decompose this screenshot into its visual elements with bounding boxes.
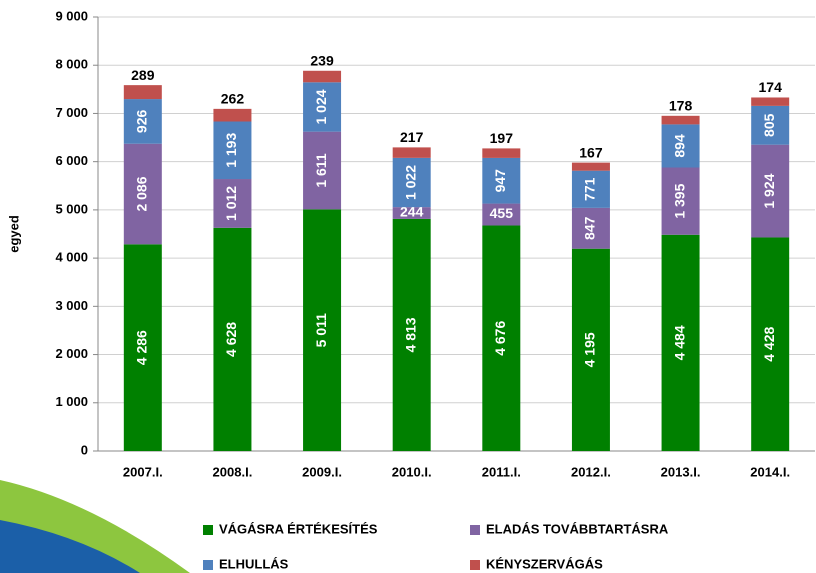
bar-segment (392, 157, 431, 208)
y-tick-label: 0 (81, 442, 88, 457)
data-label: 262 (221, 91, 245, 107)
y-tick-label: 3 000 (55, 298, 88, 313)
legend-swatch (203, 525, 213, 535)
data-label: 4 286 (134, 330, 150, 365)
bar-segment (303, 82, 342, 132)
bar-segment (571, 170, 610, 208)
data-label: 894 (671, 134, 687, 158)
bar-segment (571, 248, 610, 451)
bar-segment (482, 157, 521, 204)
data-label: 4 628 (223, 322, 239, 357)
y-tick-label: 4 000 (55, 250, 88, 265)
legend-label: ELADÁS TOVÁBBTARTÁSRA (486, 521, 669, 536)
bar-segment (392, 207, 431, 219)
bar-segment (661, 234, 700, 451)
bar-segment (123, 143, 162, 245)
y-tick-label: 7 000 (55, 105, 88, 120)
bar-segment (482, 225, 521, 451)
legend-label: KÉNYSZERVÁGÁS (486, 556, 603, 571)
y-tick-label: 8 000 (55, 57, 88, 72)
data-label: 217 (400, 129, 424, 145)
bar-segment (392, 218, 431, 451)
bar-segment (303, 70, 342, 83)
bar-segment (482, 148, 521, 158)
x-tick-label: 2009.I. (302, 464, 342, 479)
bar-segment (123, 85, 162, 100)
bar-segment (661, 167, 700, 235)
legend-swatch (470, 560, 480, 570)
bar-segment (213, 227, 252, 451)
legend-label: VÁGÁSRA ÉRTÉKESÍTÉS (219, 521, 378, 536)
data-label: 947 (492, 169, 508, 193)
bar-segment (392, 147, 431, 158)
data-label: 455 (490, 205, 514, 221)
bar-segment (213, 179, 252, 228)
bar-segment (751, 97, 790, 106)
bar-segment (571, 207, 610, 249)
bar-segment (123, 244, 162, 451)
data-label: 1 395 (671, 183, 687, 218)
bar-segment (213, 108, 252, 122)
data-label: 1 193 (223, 133, 239, 168)
data-label: 197 (490, 130, 514, 146)
data-label: 4 195 (582, 332, 598, 367)
data-label: 1 611 (313, 153, 329, 187)
bar-segment (571, 162, 610, 171)
y-tick-label: 5 000 (55, 201, 88, 216)
bar-segment (751, 144, 790, 238)
x-tick-label: 2011.I. (482, 464, 521, 479)
y-tick-label: 1 000 (55, 394, 88, 409)
x-tick-label: 2012.I. (571, 464, 611, 479)
x-tick-label: 2007.I. (123, 464, 163, 479)
bar-segment (751, 105, 790, 145)
x-tick-label: 2014.I. (750, 464, 790, 479)
legend-swatch (203, 560, 213, 570)
data-label: 1 012 (223, 186, 239, 221)
bar-segment (303, 209, 342, 451)
data-label: 167 (579, 144, 603, 160)
data-label: 1 022 (402, 165, 418, 200)
y-tick-label: 6 000 (55, 153, 88, 168)
data-label: 5 011 (313, 313, 329, 347)
data-label: 244 (400, 204, 424, 220)
data-label: 174 (759, 79, 783, 95)
data-label: 4 428 (761, 327, 777, 362)
data-label: 239 (310, 52, 334, 68)
data-label: 4 484 (671, 325, 687, 360)
data-label: 847 (582, 216, 598, 240)
decor-swoosh (0, 520, 140, 573)
data-label: 926 (134, 110, 150, 134)
data-label: 1 024 (313, 89, 329, 124)
legend-label: ELHULLÁS (219, 556, 289, 571)
x-tick-label: 2010.I. (392, 464, 432, 479)
bar-segment (123, 99, 162, 144)
data-label: 4 676 (492, 321, 508, 356)
y-tick-label: 9 000 (55, 8, 88, 23)
y-tick-label: 2 000 (55, 346, 88, 361)
bar-segment (482, 203, 521, 226)
data-label: 1 924 (761, 173, 777, 208)
data-label: 4 813 (402, 317, 418, 352)
bar-segment (751, 237, 790, 451)
legend-swatch (470, 525, 480, 535)
x-tick-label: 2008.I. (213, 464, 253, 479)
data-label: 805 (761, 113, 777, 137)
bar-segment (661, 115, 700, 125)
data-label: 2 086 (134, 176, 150, 211)
x-tick-label: 2013.I. (661, 464, 701, 479)
y-axis-label: egyed (6, 215, 21, 253)
bar-segment (661, 124, 700, 168)
data-label: 289 (131, 67, 155, 83)
data-label: 771 (582, 177, 598, 201)
bar-segment (213, 121, 252, 180)
data-label: 178 (669, 98, 693, 114)
bar-segment (303, 131, 342, 210)
